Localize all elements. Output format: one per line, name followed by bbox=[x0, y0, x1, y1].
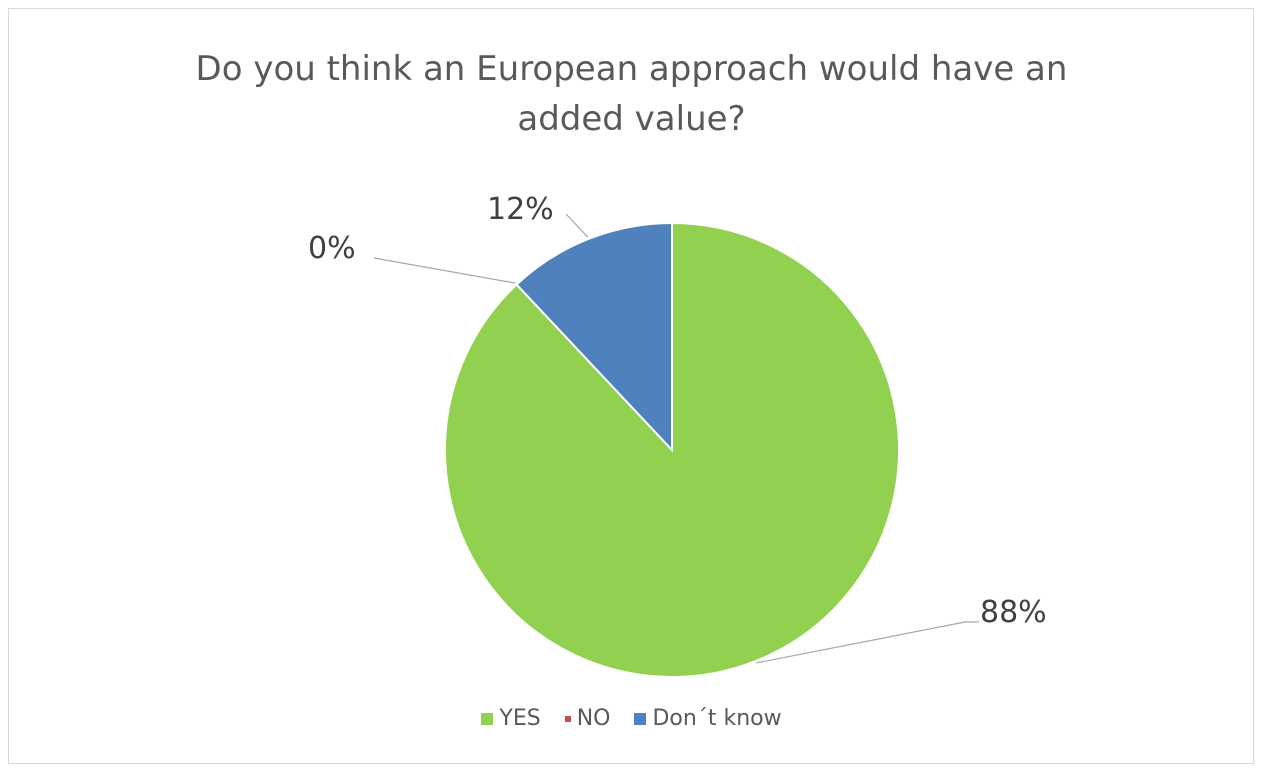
leader-line-no bbox=[373, 257, 516, 284]
chart-title: Do you think an European approach would … bbox=[0, 44, 1263, 144]
pie-slices bbox=[444, 221, 900, 678]
legend-swatch-dont-know bbox=[634, 712, 647, 725]
chart-title-line-2: added value? bbox=[517, 99, 746, 139]
chart-title-line-1: Do you think an European approach would … bbox=[195, 49, 1068, 89]
legend-label-yes: YES bbox=[499, 706, 541, 731]
chart-legend: YES NO Don´t know bbox=[0, 706, 1263, 731]
leader-line-yes bbox=[756, 621, 979, 664]
legend-label-no: NO bbox=[576, 706, 611, 731]
legend-item-no: NO bbox=[564, 706, 611, 731]
data-label-no: 0% bbox=[308, 231, 356, 266]
legend-label-dont-know: Don´t know bbox=[652, 706, 782, 731]
data-label-don-t-know: 12% bbox=[487, 192, 554, 227]
legend-swatch-no bbox=[564, 715, 571, 722]
data-label-yes: 88% bbox=[980, 595, 1047, 630]
legend-swatch-yes bbox=[481, 712, 494, 725]
data-labels: 88% 0% 12% bbox=[308, 192, 1047, 630]
leader-lines bbox=[373, 213, 979, 664]
legend-item-yes: YES bbox=[481, 706, 541, 731]
pie-slice-don-t-know bbox=[515, 221, 673, 453]
leader-line-don-t-know bbox=[565, 213, 589, 238]
legend-item-dont-know: Don´t know bbox=[634, 706, 782, 731]
